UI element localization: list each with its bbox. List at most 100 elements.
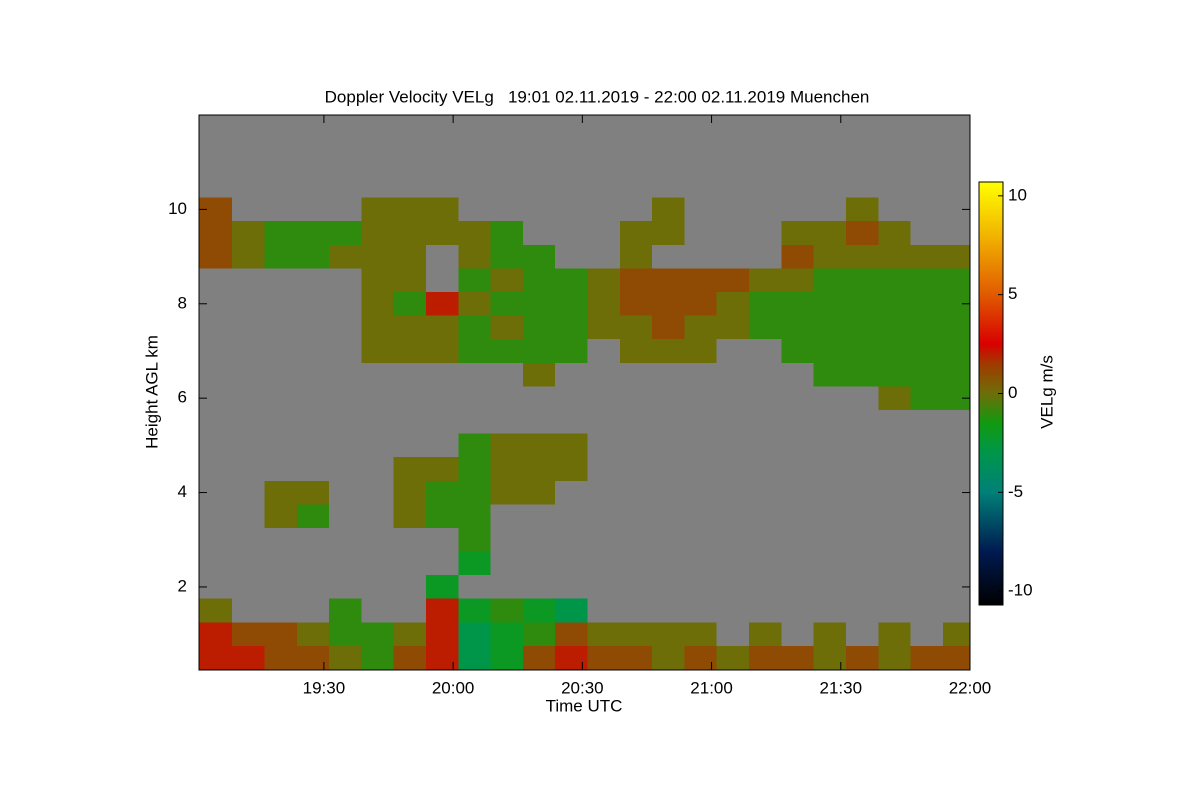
x-axis-label: Time UTC — [546, 696, 623, 715]
heatmap-cell — [749, 645, 782, 670]
heatmap-cell — [555, 268, 588, 292]
heatmap-cell — [942, 268, 970, 292]
heatmap-cell — [813, 362, 846, 387]
heatmap-cell — [522, 645, 556, 670]
heatmap-cell — [652, 268, 685, 292]
heatmap-cell — [522, 433, 556, 458]
heatmap-cell — [199, 622, 233, 646]
heatmap-cell — [458, 527, 491, 552]
heatmap-cell — [910, 645, 943, 670]
heatmap-cell — [264, 244, 297, 269]
heatmap-cell — [329, 598, 362, 623]
heatmap-cell — [490, 315, 523, 340]
heatmap-cell — [425, 221, 459, 245]
heatmap-cell — [942, 244, 970, 269]
heatmap-cell — [910, 291, 943, 316]
heatmap-cell — [361, 197, 394, 222]
heatmap-cell — [749, 268, 782, 292]
heatmap-cell — [490, 244, 523, 269]
heatmap-cell — [264, 480, 297, 505]
heatmap-cell — [684, 315, 717, 340]
heatmap-cell — [813, 221, 846, 245]
heatmap-cell — [813, 244, 846, 269]
heatmap-cell — [555, 645, 588, 670]
heatmap-cell — [425, 622, 459, 646]
heatmap-cell — [199, 645, 233, 670]
heatmap-cell — [684, 339, 717, 363]
heatmap-cell — [555, 598, 588, 623]
heatmap-cell — [749, 622, 782, 646]
heatmap-cell — [910, 315, 943, 340]
heatmap-cell — [684, 291, 717, 316]
heatmap-cell — [522, 480, 556, 505]
heatmap-cell — [555, 457, 588, 481]
heatmap-cell — [361, 315, 394, 340]
heatmap-cell — [555, 291, 588, 316]
heatmap-cell — [684, 622, 717, 646]
heatmap-cell — [522, 598, 556, 623]
heatmap-cell — [425, 457, 459, 481]
heatmap-cell — [845, 221, 879, 245]
heatmap-cell — [329, 244, 362, 269]
heatmap-cell — [458, 551, 491, 576]
heatmap-cell — [716, 268, 750, 292]
heatmap-cell — [878, 221, 911, 245]
heatmap-cell — [458, 291, 491, 316]
heatmap-cell — [361, 291, 394, 316]
x-tick-label: 20:30 — [561, 678, 604, 697]
heatmap-cell — [845, 244, 879, 269]
heatmap-cell — [199, 197, 233, 222]
heatmap-cell — [393, 457, 426, 481]
heatmap-cell — [555, 622, 588, 646]
heatmap-cell — [878, 339, 911, 363]
heatmap-cell — [393, 244, 426, 269]
x-tick-label: 20:00 — [432, 678, 475, 697]
heatmap-cell — [781, 244, 814, 269]
heatmap-cell — [329, 622, 362, 646]
heatmap-cell — [296, 221, 330, 245]
heatmap-cell — [587, 315, 620, 340]
heatmap-cell — [878, 315, 911, 340]
heatmap-cell — [425, 575, 459, 599]
heatmap-cell — [942, 339, 970, 363]
heatmap-cell — [813, 622, 846, 646]
colorbar-tick-label: 5 — [1008, 284, 1017, 303]
heatmap-cell — [652, 339, 685, 363]
heatmap-cell — [652, 622, 685, 646]
heatmap-cell — [652, 315, 685, 340]
heatmap-cell — [522, 268, 556, 292]
heatmap-cell — [296, 622, 330, 646]
heatmap-cell — [458, 339, 491, 363]
heatmap-cell — [490, 291, 523, 316]
heatmap-cell — [587, 622, 620, 646]
plot-frame — [198, 114, 971, 671]
heatmap-cell — [619, 645, 653, 670]
x-tick-label: 22:00 — [949, 678, 992, 697]
heatmap-cell — [878, 362, 911, 387]
heatmap-cell — [619, 291, 653, 316]
heatmap-cell — [522, 457, 556, 481]
heatmap-cell — [458, 457, 491, 481]
heatmap-cell — [490, 645, 523, 670]
heatmap-cell — [425, 504, 459, 528]
heatmap-cell — [619, 244, 653, 269]
heatmap-cell — [296, 480, 330, 505]
heatmap-cell — [458, 504, 491, 528]
heatmap-cell — [458, 598, 491, 623]
heatmap-cell — [942, 622, 970, 646]
colorbar-tick-label: -5 — [1008, 482, 1023, 501]
heatmap-cell — [522, 244, 556, 269]
heatmap-cell — [199, 598, 233, 623]
heatmap-cell — [652, 221, 685, 245]
heatmap-cell — [878, 291, 911, 316]
heatmap-cell — [393, 339, 426, 363]
heatmap-cell — [878, 386, 911, 410]
heatmap-cell — [393, 291, 426, 316]
heatmap-cell — [329, 645, 362, 670]
heatmap-cell — [684, 645, 717, 670]
heatmap-cell — [490, 622, 523, 646]
heatmap-cell — [361, 221, 394, 245]
heatmap-cell — [942, 315, 970, 340]
heatmap-cell — [749, 291, 782, 316]
